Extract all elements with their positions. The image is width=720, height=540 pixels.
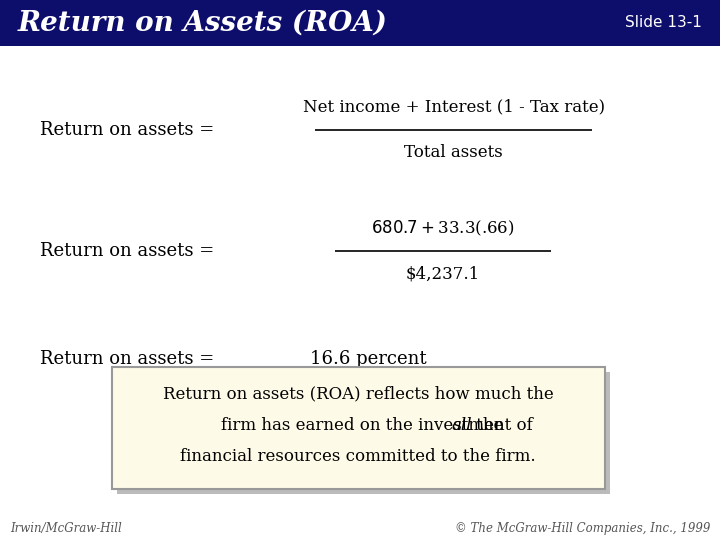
Text: Net income + Interest (1 - Tax rate): Net income + Interest (1 - Tax rate) — [302, 98, 605, 116]
Text: Irwin/McGraw-Hill: Irwin/McGraw-Hill — [10, 522, 122, 535]
Bar — [0, 0, 720, 46]
Text: financial resources committed to the firm.: financial resources committed to the fir… — [181, 448, 536, 465]
Text: Return on assets =: Return on assets = — [40, 120, 214, 139]
Text: Slide 13-1: Slide 13-1 — [625, 16, 702, 30]
Bar — [112, 367, 605, 489]
Bar — [117, 372, 610, 494]
Text: Return on Assets (ROA): Return on Assets (ROA) — [18, 10, 388, 37]
Text: the: the — [471, 417, 503, 434]
Text: 16.6 percent: 16.6 percent — [310, 350, 426, 368]
Text: Return on assets (ROA) reflects how much the: Return on assets (ROA) reflects how much… — [163, 386, 554, 402]
Text: all: all — [452, 417, 472, 434]
Text: Return on assets =: Return on assets = — [40, 350, 214, 368]
Text: $680.7 + $33.3(.66): $680.7 + $33.3(.66) — [371, 219, 515, 238]
Text: Total assets: Total assets — [404, 144, 503, 161]
Text: © The McGraw-Hill Companies, Inc., 1999: © The McGraw-Hill Companies, Inc., 1999 — [454, 522, 710, 535]
Text: Return on assets =: Return on assets = — [40, 242, 214, 260]
Text: firm has earned on the investment of: firm has earned on the investment of — [221, 417, 538, 434]
Text: $4,237.1: $4,237.1 — [405, 265, 480, 282]
